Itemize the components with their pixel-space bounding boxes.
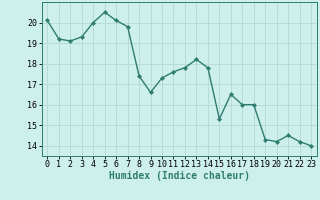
X-axis label: Humidex (Indice chaleur): Humidex (Indice chaleur) bbox=[109, 171, 250, 181]
